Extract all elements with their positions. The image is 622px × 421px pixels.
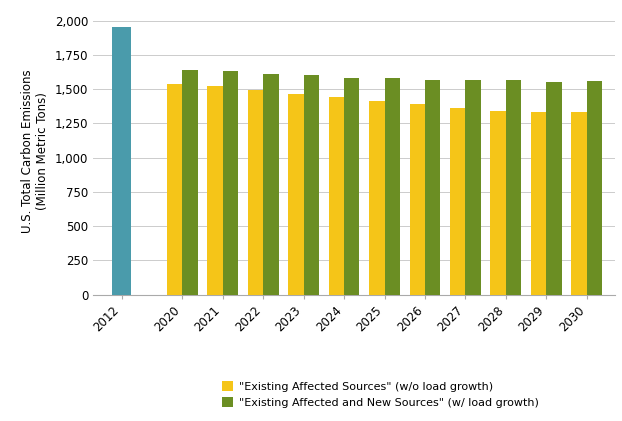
Bar [223,71,238,295]
Bar [572,112,587,295]
Bar [288,94,304,295]
Legend: "Existing Affected Sources" (w/o load growth), "Existing Affected and New Source: "Existing Affected Sources" (w/o load gr… [222,381,539,408]
Bar [207,86,223,295]
Bar [465,80,481,295]
Y-axis label: U.S. Total Carbon Emissions
(Million Metric Tons): U.S. Total Carbon Emissions (Million Met… [21,69,49,233]
Bar [410,104,425,295]
Bar [425,80,440,295]
Bar [248,90,263,295]
Bar [182,70,198,295]
Bar [344,77,360,295]
Bar [384,78,400,295]
Bar [263,74,279,295]
Bar [491,111,506,295]
Bar [506,80,521,295]
Bar [450,108,465,295]
Bar [304,75,319,295]
Bar [546,82,562,295]
Bar [113,27,131,295]
Bar [369,101,384,295]
Bar [328,97,344,295]
Bar [167,84,182,295]
Bar [531,112,546,295]
Bar [587,81,602,295]
